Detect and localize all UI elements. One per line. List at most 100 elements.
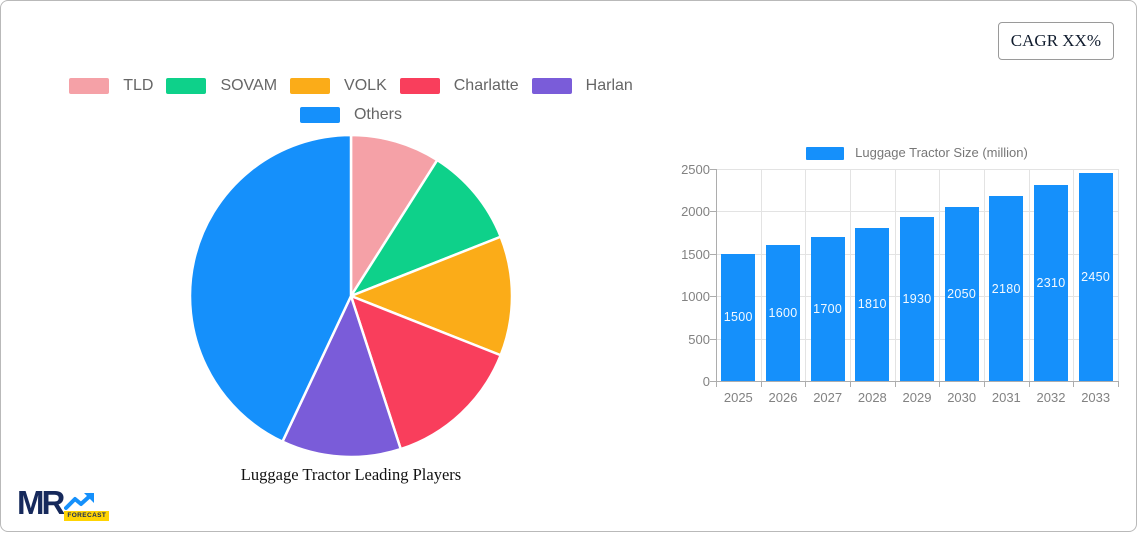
y-axis-label: 0 [702,374,710,389]
x-axis-line [716,381,1118,382]
cagr-badge: CAGR XX% [997,22,1114,60]
pie-slice-harlan [281,294,402,459]
pie-chart-title: Luggage Tractor Leading Players [240,465,462,484]
pie-legend: TLD SOVAM VOLK Charlatte Harlan Others [1,78,701,123]
legend-swatch [290,78,331,94]
x-axis-tick [850,381,851,387]
bar-legend-swatch [806,146,845,160]
logo-mr-text: MR [17,484,65,521]
legend-label: TLD [123,77,154,94]
x-axis-tick [894,381,896,387]
bar: 2450 [1078,173,1113,381]
pie-slice-others [188,133,353,443]
bar-value-label: 1930 [902,292,932,307]
bar-value-label: 2310 [1036,276,1066,291]
legend-label: Harlan [585,77,633,94]
gridline-horizontal [716,169,1118,170]
bar: 1700 [810,236,845,381]
legend-swatch [166,78,207,94]
bar: 1500 [721,253,756,381]
y-axis-label: 500 [688,331,710,347]
legend-label: VOLK [344,77,387,94]
x-axis-tick [805,381,807,387]
x-axis-tick [1028,381,1030,387]
gridline-horizontal [716,211,1118,213]
y-axis-tick [710,169,716,170]
x-axis-label: 2033 [1081,390,1111,405]
y-axis-tick [710,338,716,340]
x-axis-label: 2028 [857,390,887,405]
bar: 1930 [899,217,934,381]
x-axis-label: 2030 [947,390,977,405]
x-axis-tick [760,381,762,387]
bar: 2050 [944,207,979,381]
bar: 1600 [765,245,800,381]
bar-value-label: 1700 [813,301,843,316]
y-axis-label: 2000 [681,204,710,220]
gridline-vertical [894,169,896,381]
x-axis-label: 2029 [902,390,932,405]
gridline-vertical [805,169,807,381]
x-axis-label: 2027 [813,390,843,405]
legend-swatch [299,107,340,123]
y-axis-tick [710,296,716,298]
bar-legend-label: Luggage Tractor Size (million) [855,145,1028,160]
x-axis-tick [1073,381,1075,387]
x-axis-label: 2031 [991,390,1021,405]
y-axis-line [716,169,717,385]
legend-item-volk: VOLK [290,78,387,94]
gridline-vertical [1118,169,1119,381]
gridline-vertical [939,169,941,381]
legend-item-harlan: Harlan [531,77,633,94]
gridline-vertical [760,169,762,381]
legend-label: SOVAM [220,77,278,94]
y-axis-tick [710,253,716,255]
legend-item-sovam: SOVAM [166,78,277,94]
bar-value-label: 2050 [947,287,977,302]
mr-forecast-logo: MR FORECAST [17,484,110,521]
y-axis-label: 2500 [681,162,710,177]
bar-chart: Luggage Tractor Size (million) 0 500 1000 1… [681,139,1136,411]
legend-item-charlatte: Charlatte [399,77,519,94]
bar-value-label: 1810 [857,297,887,312]
trend-arrow-icon [64,493,95,510]
x-axis-tick [984,381,985,387]
x-axis-tick [1118,381,1119,387]
gridline-vertical [1028,169,1030,381]
bar: 1810 [855,227,890,381]
bar-value-label: 1600 [768,306,798,321]
legend-swatch [399,78,440,94]
pie-slice-sovam [349,158,502,298]
x-axis-tick [716,381,717,387]
gridline-vertical [1073,169,1075,381]
x-axis-label: 2026 [768,390,798,405]
bar-value-label: 2180 [991,281,1021,296]
y-axis-label: 1000 [681,289,710,305]
pie-legend-row: Others [299,106,402,123]
x-axis-tick [939,381,941,387]
legend-swatch [69,78,110,94]
pie-slice-volk [349,235,514,357]
legend-label: Charlatte [453,77,519,94]
bar-value-label: 1500 [723,310,753,325]
y-axis-tick [710,211,716,213]
bar-chart-legend: Luggage Tractor Size (million) [716,145,1118,161]
legend-item-others: Others [299,106,402,123]
legend-item-tld: TLD [69,78,153,94]
y-axis-tick [710,381,716,382]
logo-forecast-text: FORECAST [64,511,110,521]
gridline-vertical [984,169,985,381]
pie-chart [188,133,514,459]
gridline-vertical [850,169,851,381]
legend-swatch [531,78,572,94]
pie-slice-tld [349,133,439,298]
bar: 2180 [989,196,1024,381]
pie-legend-row: TLD SOVAM VOLK Charlatte Harlan [69,78,633,94]
bar-value-label: 2450 [1081,270,1111,285]
bar-plot-area: 0 500 1000 1500 2000 2500 1500 2025 1600 2026 1700… [681,139,1136,411]
x-axis-label: 2032 [1036,390,1066,405]
legend-label: Others [353,106,402,123]
y-axis-label: 1500 [681,246,710,262]
x-axis-label: 2025 [723,390,753,405]
